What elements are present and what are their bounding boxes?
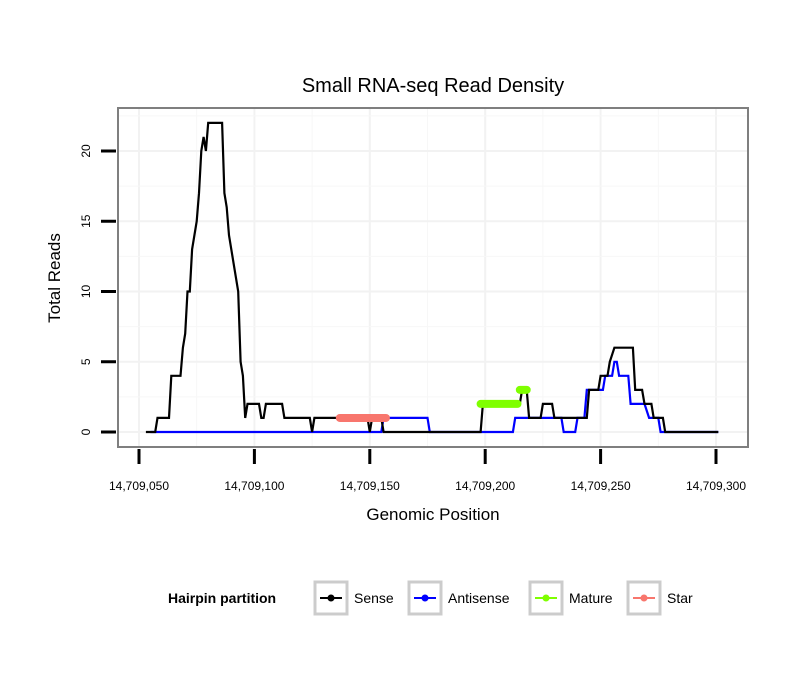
x-axis-title: Genomic Position [366, 505, 499, 524]
x-tick-label: 14,709,250 [571, 479, 631, 493]
plot-panel [117, 107, 749, 448]
y-tick-label: 10 [79, 285, 93, 299]
legend-key-point [421, 594, 429, 602]
legend-label: Antisense [448, 590, 510, 606]
x-tick-label: 14,709,050 [109, 479, 169, 493]
y-axis: 0 5 10 15 20 [79, 144, 116, 435]
chart-title: Small RNA-seq Read Density [302, 75, 564, 97]
x-tick-label: 14,709,150 [340, 479, 400, 493]
x-axis: 14,709,050 14,709,100 14,709,150 14,709,200… [109, 449, 746, 493]
y-tick-label: 5 [79, 358, 93, 365]
legend: Hairpin partition Sense Antisense Mature St… [168, 580, 693, 616]
legend-label: Mature [569, 590, 613, 606]
legend-entry-star: Star [626, 580, 693, 616]
legend-label: Sense [354, 590, 394, 606]
legend-entries: Sense Antisense Mature Star [313, 580, 693, 616]
y-tick-label: 20 [79, 144, 93, 158]
x-tick-label: 14,709,300 [686, 479, 746, 493]
legend-entry-antisense: Antisense [407, 580, 510, 616]
x-tick-label: 14,709,100 [224, 479, 284, 493]
legend-key-point [327, 594, 335, 602]
x-tick-label: 14,709,200 [455, 479, 515, 493]
legend-entry-mature: Mature [528, 580, 613, 616]
legend-key-point [640, 594, 648, 602]
panel-background [118, 108, 748, 447]
legend-entry-sense: Sense [313, 580, 394, 616]
y-axis-title: Total Reads [45, 233, 64, 323]
series-line-sense [145, 121, 719, 434]
legend-key-point [542, 594, 550, 602]
legend-label: Star [667, 590, 693, 606]
legend-title: Hairpin partition [168, 590, 276, 606]
series-layer [145, 121, 719, 434]
panel-border [117, 107, 749, 448]
y-tick-label: 15 [79, 214, 93, 228]
y-tick-label: 0 [79, 428, 93, 435]
